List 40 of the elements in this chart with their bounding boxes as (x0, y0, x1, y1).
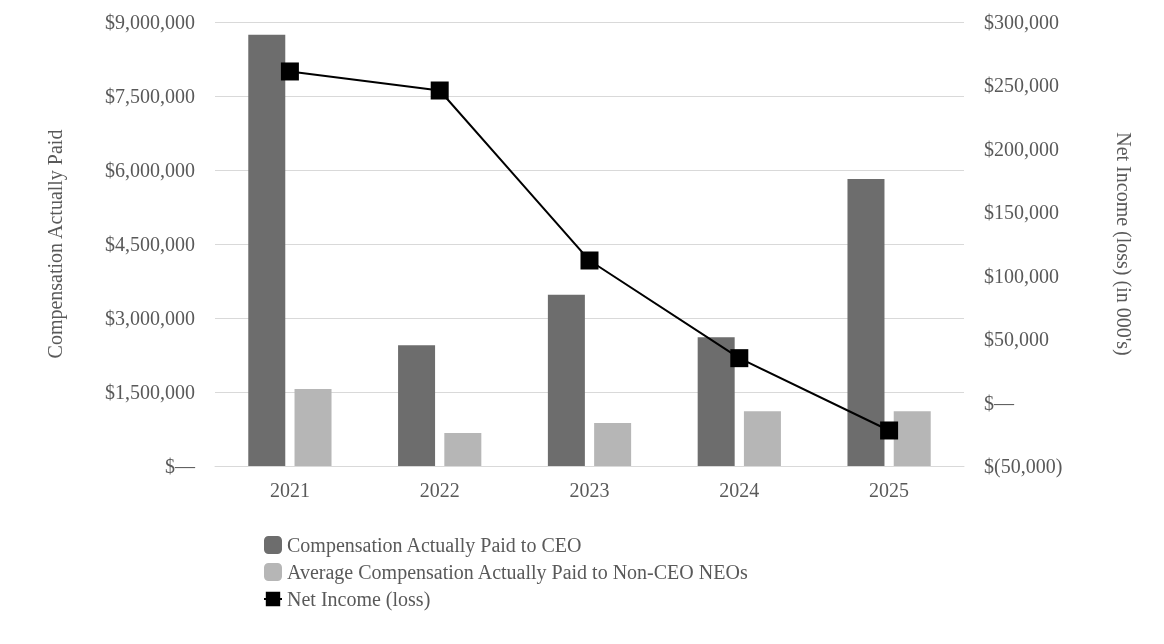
bar (248, 34, 286, 466)
y-tick-label: $7,500,000 (105, 85, 195, 107)
x-tick-label: 2025 (869, 479, 910, 501)
y-axis-title: Compensation Actually Paid (44, 129, 67, 359)
bar (893, 411, 931, 466)
bar (847, 178, 885, 466)
point (280, 62, 299, 81)
x-tick-label: 2022 (419, 479, 460, 501)
point (430, 81, 449, 100)
legend-label: Compensation Actually Paid to CEO (287, 534, 582, 557)
y2-tick-label: $200,000 (984, 137, 1059, 160)
bar (398, 345, 436, 466)
bar (594, 423, 632, 466)
point (880, 421, 899, 440)
y2-tick-label: $300,000 (984, 11, 1059, 33)
point (580, 251, 599, 270)
legend-label: Net Income (loss) (287, 588, 431, 611)
y2-axis-title: Net Income (loss) (in 000's) (1112, 132, 1135, 356)
bar (697, 337, 735, 466)
y-tick-label: $6,000,000 (105, 159, 195, 181)
x-tick-label: 2023 (569, 479, 610, 501)
bar (743, 411, 781, 466)
bar (444, 432, 482, 466)
legend-label: Average Compensation Actually Paid to Non-CEO NEOs (287, 561, 748, 584)
y-tick-label: $9,000,000 (105, 11, 195, 33)
x-tick-label: 2021 (269, 479, 310, 501)
y2-tick-label: $100,000 (984, 264, 1059, 287)
bar (294, 389, 332, 466)
y-tick-label: $3,000,000 (105, 307, 195, 329)
bar (547, 294, 585, 466)
x-tick-label: 2024 (719, 479, 760, 501)
y2-tick-label: $(50,000) (984, 455, 1063, 478)
y2-tick-label: $— (984, 391, 1015, 414)
y-tick-label: $4,500,000 (105, 233, 195, 255)
point (730, 349, 749, 368)
y2-tick-label: $250,000 (984, 74, 1059, 97)
y-tick-label: $1,500,000 (105, 381, 195, 403)
y2-tick-label: $50,000 (984, 328, 1049, 351)
y-tick-label: $— (165, 455, 196, 477)
y2-tick-label: $150,000 (984, 201, 1059, 224)
